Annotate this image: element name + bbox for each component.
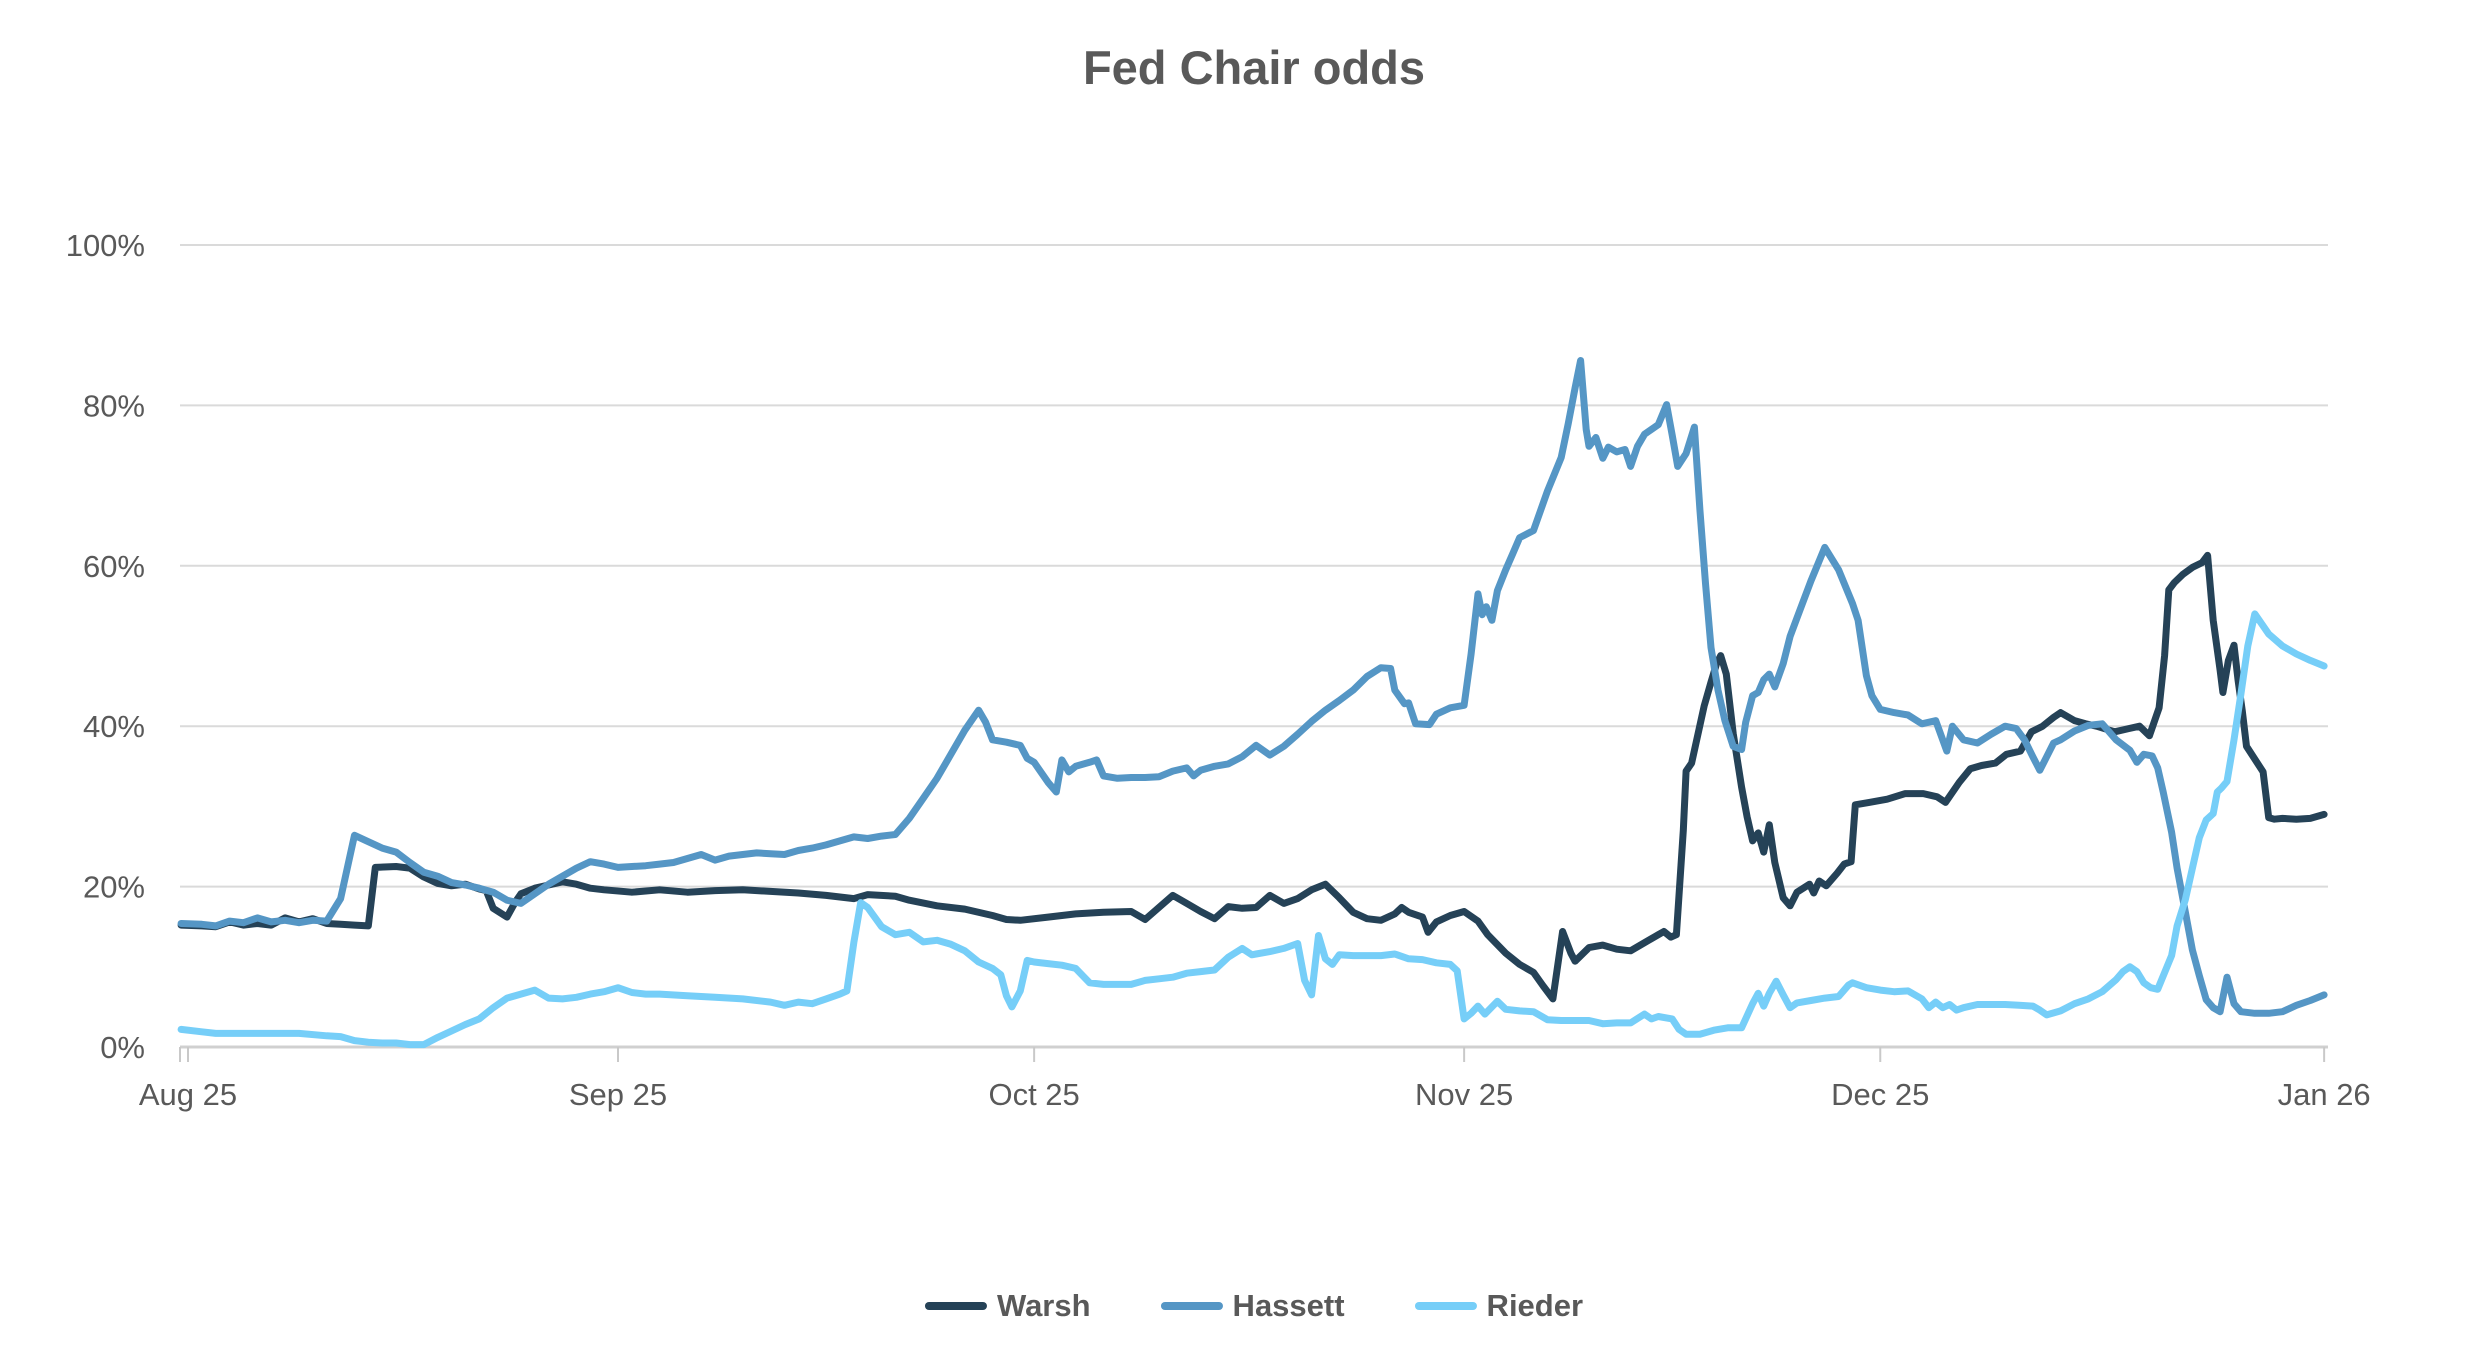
legend-item-warsh: Warsh	[924, 1288, 1091, 1324]
legend-item-rieder: Rieder	[1414, 1288, 1584, 1324]
page-title: Fed Chair odds	[1082, 41, 1426, 94]
y-axis-tick-label: 40%	[83, 709, 145, 744]
x-axis-tick-label: Jan 26	[2278, 1077, 2371, 1112]
y-axis-tick-label: 100%	[66, 228, 145, 263]
warsh-series-line	[177, 551, 2328, 1003]
legend-label-warsh: Warsh	[996, 1288, 1091, 1323]
rieder-line-swatch-icon	[1414, 1302, 1477, 1310]
y-axis-tick-label: 60%	[83, 549, 145, 584]
legend-label-hassett: Hassett	[1232, 1288, 1345, 1323]
y-axis-tick-label: 80%	[83, 388, 145, 423]
x-axis-tick-label: Sep 25	[569, 1077, 667, 1112]
legend-item-hassett: Hassett	[1160, 1288, 1345, 1324]
x-axis-tick-label: Dec 25	[1831, 1077, 1929, 1112]
hassett-series-line	[177, 357, 2328, 1017]
hassett-line-swatch-icon	[1160, 1302, 1223, 1310]
y-axis-tick-label: 0%	[100, 1030, 145, 1065]
x-axis-tick-label: Oct 25	[988, 1077, 1079, 1112]
x-axis-tick-label: Aug 25	[139, 1077, 237, 1112]
chart-legend: Warsh Hassett Rieder	[924, 1288, 1584, 1324]
y-axis-tick-label: 20%	[83, 870, 145, 905]
warsh-line-swatch-icon	[924, 1302, 987, 1310]
rieder-series-line	[177, 610, 2328, 1049]
legend-label-rieder: Rieder	[1486, 1288, 1584, 1323]
x-axis-tick-label: Nov 25	[1415, 1077, 1513, 1112]
